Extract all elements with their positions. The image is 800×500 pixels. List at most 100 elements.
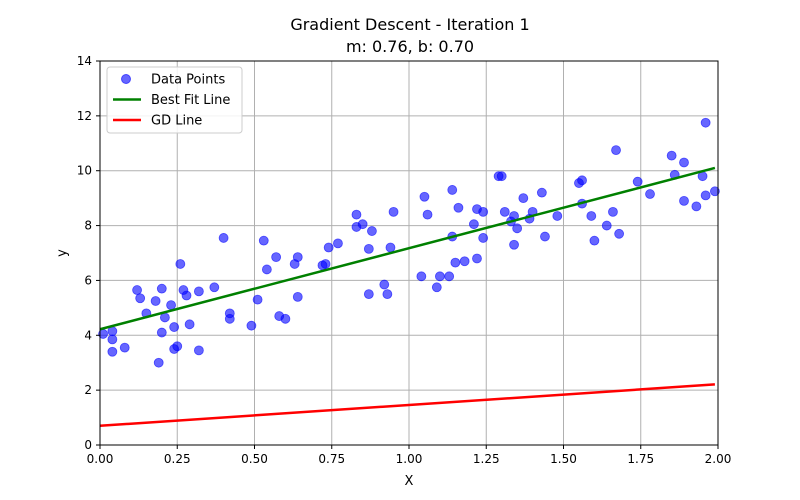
data-point: [700, 117, 711, 128]
y-axis-label: y: [55, 249, 70, 257]
data-point: [540, 231, 550, 242]
best-fit-line: [99, 166, 716, 331]
y-tick-label: 6: [84, 273, 92, 287]
x-tick-label: 0.75: [318, 452, 345, 466]
data-point: [419, 191, 430, 202]
data-point: [536, 187, 547, 198]
data-point: [181, 290, 192, 301]
data-point: [292, 252, 303, 263]
data-point: [357, 219, 368, 230]
data-point: [586, 211, 597, 221]
data-point: [450, 257, 461, 268]
y-tick-label: 8: [84, 219, 92, 233]
data-point: [323, 242, 334, 253]
data-point: [388, 206, 399, 217]
data-point: [172, 341, 183, 352]
data-point: [246, 320, 257, 331]
y-tick-label: 14: [77, 54, 92, 68]
data-point: [107, 334, 118, 345]
x-axis-label: X: [405, 474, 414, 489]
data-point: [710, 186, 720, 197]
data-point: [193, 286, 204, 297]
data-layer: [98, 117, 720, 428]
data-point: [261, 264, 272, 275]
data-point: [577, 175, 587, 186]
data-point: [135, 293, 146, 304]
data-point: [379, 279, 390, 290]
data-point: [382, 289, 393, 300]
data-point: [614, 228, 625, 239]
data-point: [666, 150, 677, 161]
legend-box: [106, 66, 243, 134]
data-point: [209, 282, 220, 293]
data-point: [169, 322, 180, 332]
x-tick-label: 1.75: [627, 452, 654, 466]
data-point: [271, 252, 282, 263]
chart-subtitle: m: 0.76, b: 0.70: [346, 37, 474, 56]
data-point: [611, 145, 621, 156]
data-point: [156, 283, 167, 294]
x-tick-label: 2.00: [705, 452, 732, 466]
legend-marker-data-points: [121, 74, 131, 84]
data-point: [691, 201, 702, 212]
data-point: [333, 238, 343, 249]
data-point: [175, 259, 186, 269]
data-point: [166, 300, 176, 311]
data-point: [453, 202, 464, 213]
legend: Data Points Best Fit Line GD Line: [106, 66, 243, 134]
data-point: [385, 242, 396, 253]
data-point: [184, 319, 195, 330]
data-point: [608, 206, 618, 217]
y-tick-label: 2: [84, 383, 92, 397]
data-point: [700, 190, 711, 201]
data-point: [645, 189, 655, 199]
data-point: [431, 282, 442, 293]
data-point: [518, 193, 529, 204]
data-point: [509, 239, 519, 250]
ticks: 0.00 0.25 0.50 0.75 1.00 1.25 1.50 1.75 2.00 0 2 4 6…: [77, 54, 732, 466]
data-point: [499, 206, 510, 217]
data-point: [351, 209, 362, 220]
data-point: [422, 209, 433, 220]
data-point: [367, 226, 377, 236]
data-point: [447, 185, 458, 195]
data-point: [601, 220, 612, 231]
data-point: [107, 346, 118, 357]
legend-label-data-points: Data Points: [151, 73, 225, 88]
data-point: [496, 171, 507, 182]
chart-title: Gradient Descent - Iteration 1: [290, 15, 529, 34]
data-point: [478, 206, 489, 217]
data-point: [434, 271, 445, 282]
data-point: [218, 233, 229, 243]
data-point: [320, 259, 331, 269]
y-tick-label: 10: [77, 164, 92, 178]
data-point: [156, 327, 167, 338]
data-point: [632, 176, 643, 187]
x-tick-label: 0.25: [164, 452, 191, 466]
y-tick-label: 4: [84, 328, 92, 342]
x-tick-label: 0.50: [241, 452, 268, 466]
data-point: [472, 253, 482, 264]
data-point: [119, 342, 130, 353]
y-tick-label: 12: [77, 109, 92, 123]
gd-line: [99, 383, 715, 428]
data-point: [280, 313, 291, 324]
data-point: [679, 195, 689, 206]
data-point: [459, 256, 470, 267]
data-point: [252, 294, 263, 305]
data-point: [444, 271, 455, 282]
data-point: [153, 357, 164, 368]
data-point: [679, 157, 689, 168]
data-point: [416, 271, 427, 282]
legend-label-best-fit-line: Best Fit Line: [151, 93, 230, 108]
y-tick-label: 0: [84, 438, 92, 452]
data-point: [193, 345, 204, 356]
data-point: [150, 296, 161, 306]
data-point: [589, 235, 600, 246]
data-point: [132, 285, 142, 295]
data-point: [292, 291, 303, 302]
data-point: [363, 243, 374, 254]
x-tick-label: 1.00: [396, 452, 423, 466]
